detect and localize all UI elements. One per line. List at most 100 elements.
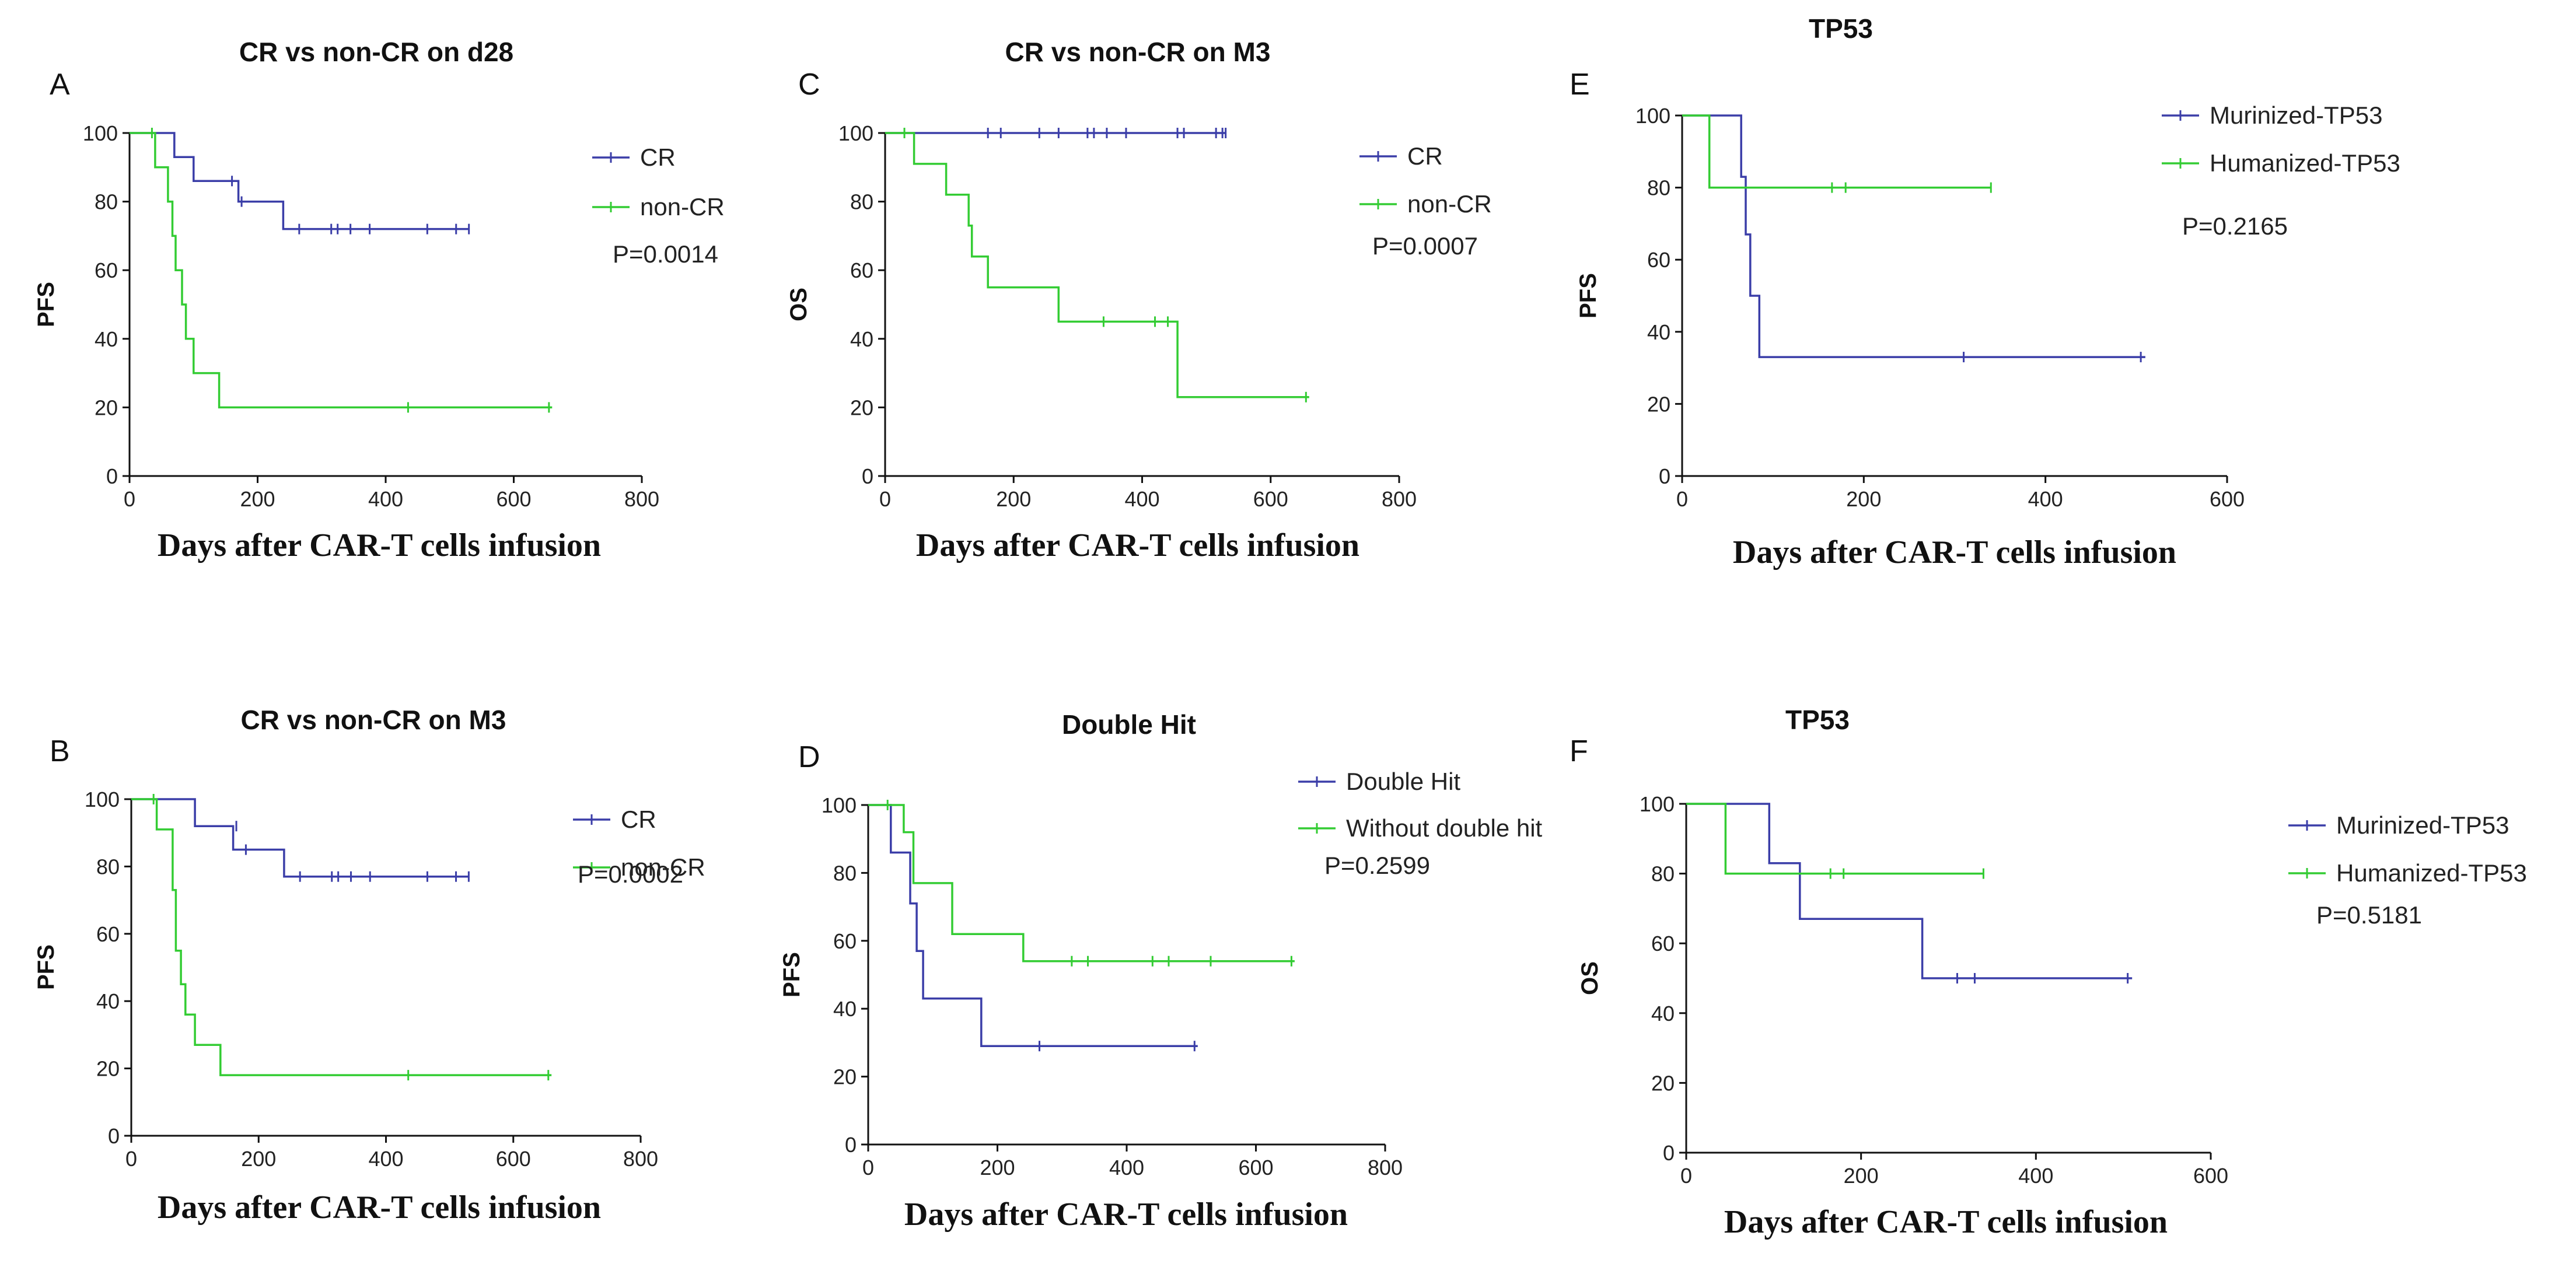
y-tick-label: 60 — [95, 258, 118, 282]
y-axis-label: PFS — [1575, 273, 1601, 318]
x-tick-label: 400 — [2028, 487, 2063, 511]
y-tick-label: 0 — [1663, 1141, 1675, 1165]
y-axis-label: PFS — [33, 944, 59, 990]
x-tick-label: 600 — [2210, 487, 2245, 511]
y-tick-label: 60 — [96, 922, 120, 946]
legend-label: Humanized-TP53 — [2210, 149, 2400, 177]
x-tick-label: 400 — [1124, 487, 1159, 511]
y-tick-label: 100 — [1640, 792, 1675, 816]
x-tick-label: 0 — [124, 487, 135, 511]
panel-a: A CR vs non-CR on d28 0 20 40 60 80 100 0 200 400 6… — [33, 37, 725, 564]
x-axis-label: Days after CAR-T cells infusion — [158, 1189, 601, 1226]
x-tick-label: 600 — [1253, 487, 1288, 511]
series-murinized-tp53 — [1686, 803, 2133, 984]
legend-label: CR — [640, 144, 676, 171]
survival-curve — [885, 132, 1309, 398]
y-tick-label: 80 — [1651, 862, 1675, 886]
y-tick-label: 100 — [83, 121, 118, 145]
y-tick-label: 80 — [833, 861, 857, 885]
series-cr — [130, 132, 470, 235]
x-axis-label: Days after CAR-T cells infusion — [1733, 534, 2176, 570]
y-tick-label: 0 — [106, 464, 118, 488]
series-murinized-tp53 — [1682, 114, 2145, 363]
x-tick-label: 0 — [1676, 487, 1688, 511]
survival-curve — [131, 798, 552, 1076]
x-tick-label: 600 — [496, 487, 531, 511]
x-tick-label: 800 — [624, 487, 659, 511]
p-value: P=0.0002 — [578, 860, 683, 888]
y-tick-label: 80 — [95, 190, 118, 214]
x-tick-label: 200 — [240, 487, 275, 511]
y-tick-label: 20 — [1647, 392, 1670, 416]
y-tick-label: 20 — [1651, 1071, 1675, 1095]
legend-label: Murinized-TP53 — [2210, 102, 2382, 129]
series-non-cr — [130, 128, 553, 413]
panel-c: C CR vs non-CR on M3 0 20 40 60 80 100 0 200 400 60… — [786, 37, 1492, 564]
y-tick-label: 60 — [833, 929, 857, 953]
series-humanized-tp53 — [1682, 114, 1992, 193]
y-tick-label: 40 — [96, 989, 120, 1013]
y-tick-label: 40 — [1651, 1002, 1675, 1026]
legend-label: non-CR — [1407, 190, 1492, 218]
x-tick-label: 600 — [1238, 1156, 1273, 1180]
y-tick-label: 60 — [1651, 932, 1675, 956]
legend-label: Murinized-TP53 — [2336, 811, 2509, 839]
panel-label: B — [50, 734, 70, 768]
x-tick-label: 0 — [879, 487, 891, 511]
p-value: P=0.5181 — [2316, 901, 2422, 929]
panel-label: E — [1570, 68, 1590, 102]
y-tick-label: 40 — [95, 327, 118, 351]
chart-title: TP53 — [1809, 13, 1873, 44]
series-non-cr — [885, 128, 1309, 402]
panel-label: F — [1570, 734, 1588, 768]
survival-curve — [130, 132, 553, 409]
y-tick-label: 40 — [850, 327, 873, 351]
series-double-hit — [868, 804, 1198, 1052]
panel-label: D — [798, 740, 820, 774]
p-value: P=0.2165 — [2182, 212, 2288, 240]
panel-label: C — [798, 68, 820, 102]
x-tick-label: 600 — [496, 1147, 531, 1171]
x-tick-label: 200 — [996, 487, 1031, 511]
x-axis-label: Days after CAR-T cells infusion — [158, 527, 601, 564]
chart-title: CR vs non-CR on d28 — [239, 37, 513, 67]
y-tick-label: 0 — [862, 464, 873, 488]
y-tick-label: 100 — [1635, 104, 1670, 128]
p-value: P=0.2599 — [1324, 852, 1430, 879]
survival-curve — [131, 798, 469, 878]
y-axis-label: OS — [1577, 961, 1603, 995]
y-axis-label: PFS — [33, 282, 59, 327]
chart-title: TP53 — [1785, 705, 1850, 735]
series-cr — [885, 128, 1227, 138]
survival-curve — [1686, 803, 2133, 979]
survival-curve — [1682, 114, 2145, 358]
x-axis-label: Days after CAR-T cells infusion — [1724, 1204, 2168, 1240]
x-tick-label: 800 — [1368, 1156, 1403, 1180]
p-value: P=0.0007 — [1372, 232, 1478, 260]
x-tick-label: 200 — [1846, 487, 1881, 511]
panel-label: A — [50, 68, 70, 102]
x-tick-label: 600 — [2193, 1164, 2228, 1188]
y-axis-label: OS — [786, 288, 812, 321]
x-tick-label: 200 — [241, 1147, 276, 1171]
legend-label: Humanized-TP53 — [2336, 859, 2527, 887]
legend-label: CR — [1407, 142, 1443, 170]
y-tick-label: 60 — [850, 258, 873, 282]
legend-label: non-CR — [640, 193, 725, 220]
series-without-double-hit — [868, 800, 1295, 967]
y-tick-label: 100 — [838, 121, 873, 145]
legend-label: Double Hit — [1346, 768, 1460, 795]
x-tick-label: 200 — [980, 1156, 1015, 1180]
survival-curve — [868, 804, 1295, 963]
x-tick-label: 400 — [368, 487, 403, 511]
x-tick-label: 0 — [125, 1147, 137, 1171]
chart-title: Double Hit — [1062, 709, 1196, 740]
y-tick-label: 20 — [850, 396, 873, 419]
x-tick-label: 400 — [1109, 1156, 1144, 1180]
chart-title: CR vs non-CR on M3 — [1005, 37, 1271, 67]
x-axis-label: Days after CAR-T cells infusion — [904, 1196, 1348, 1233]
x-tick-label: 400 — [2018, 1164, 2053, 1188]
legend-label: CR — [621, 806, 656, 833]
series-humanized-tp53 — [1686, 803, 1984, 879]
